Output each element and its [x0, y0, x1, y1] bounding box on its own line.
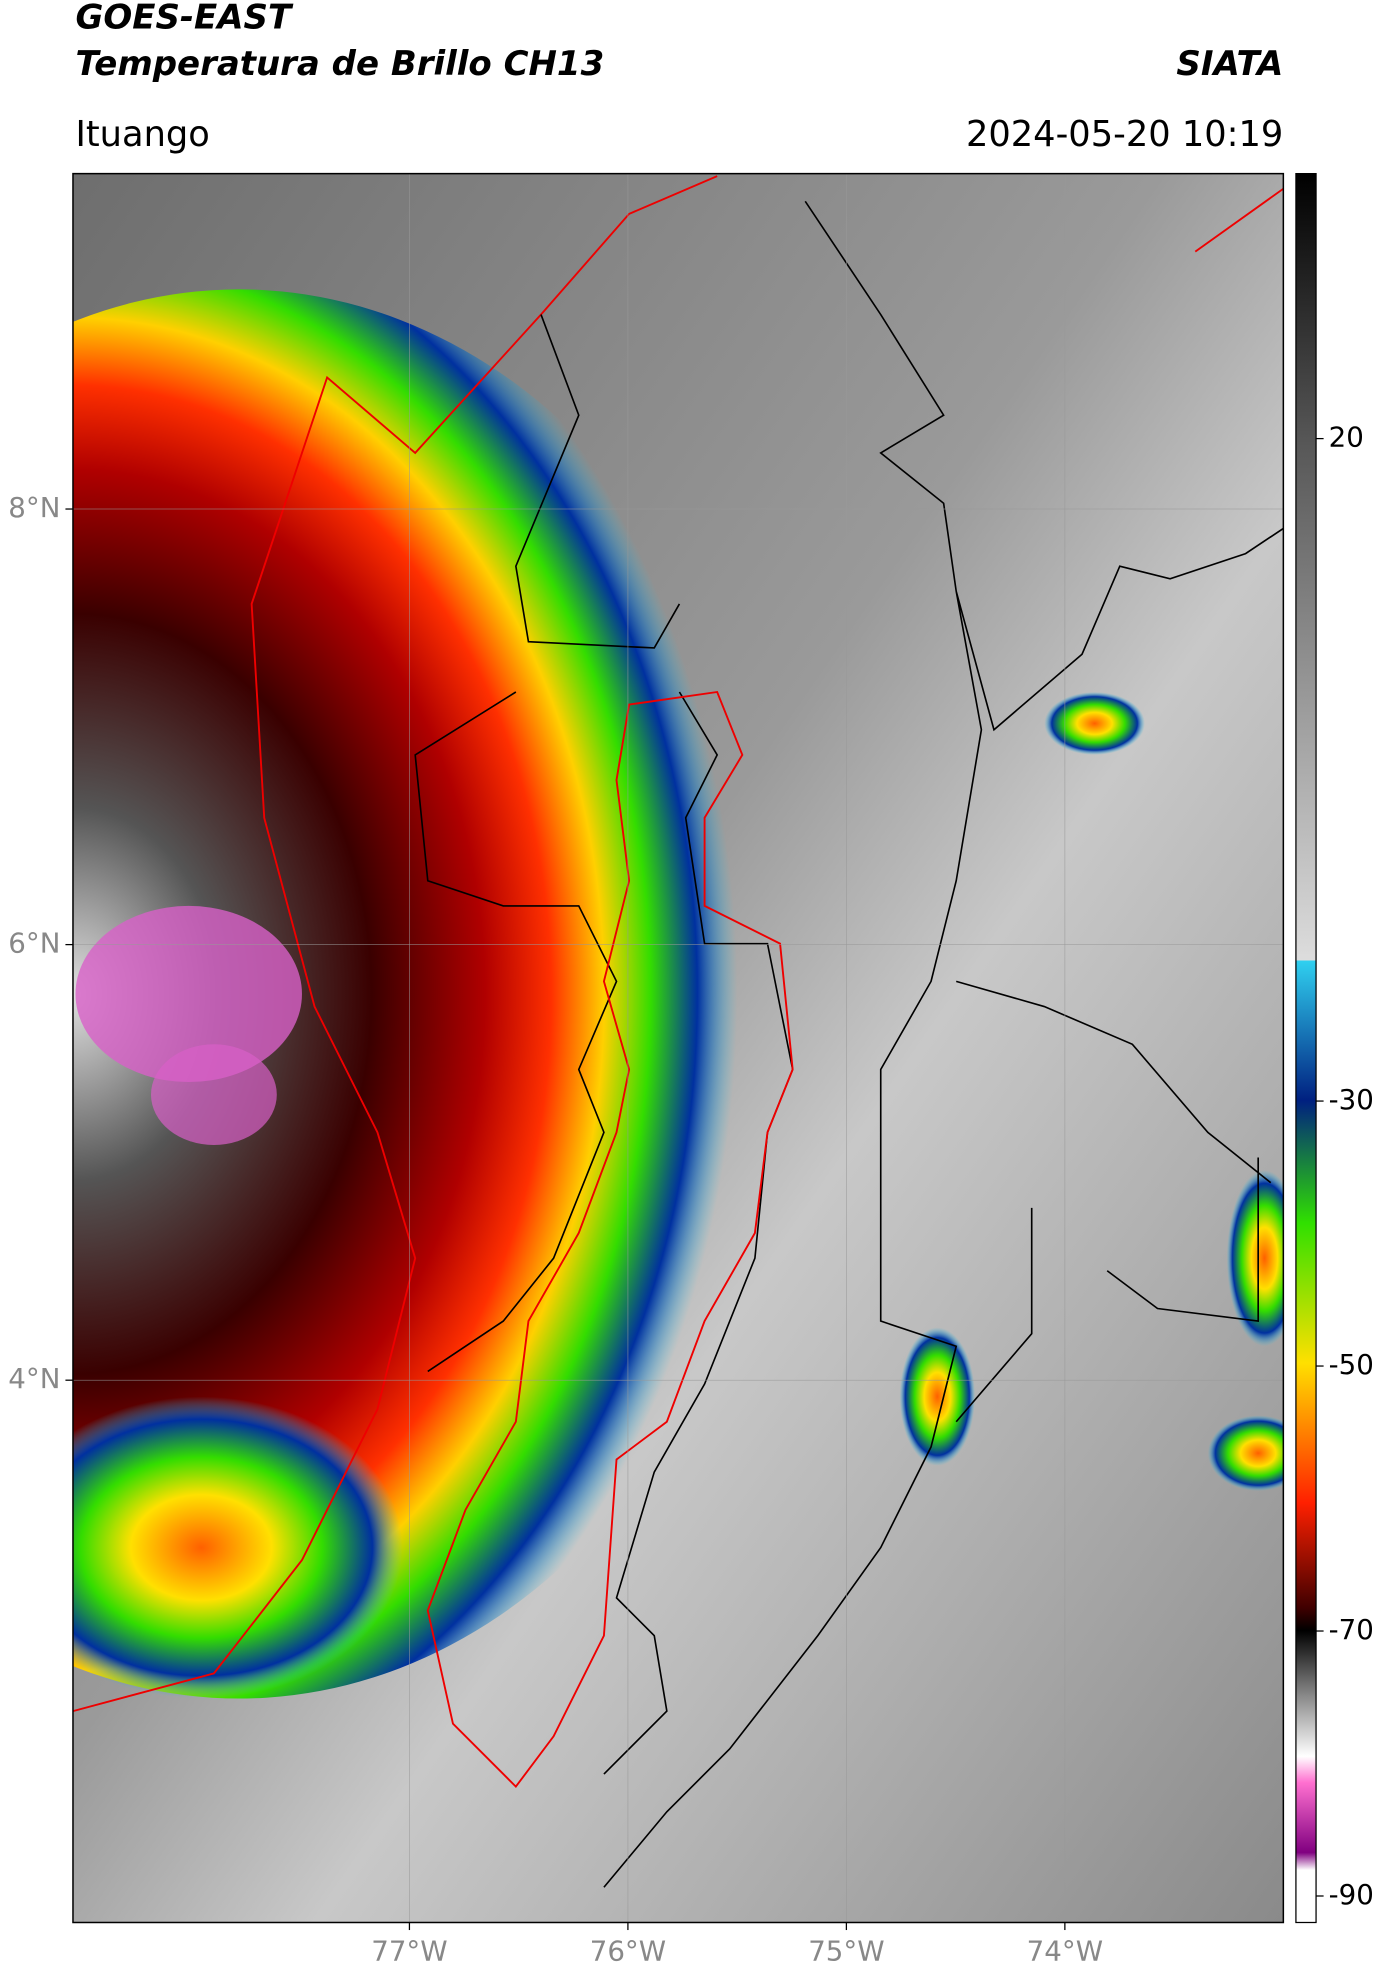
graticule	[72, 173, 1284, 1923]
source: SIATA	[1176, 44, 1283, 84]
storm-cell	[1044, 691, 1145, 755]
map-image	[72, 173, 1284, 1923]
datetime: 2024-05-20 10:19	[966, 114, 1283, 155]
y-tick-label: 4°N	[8, 1362, 60, 1395]
admin-borders	[414, 200, 1284, 1888]
subtitle: Temperatura de Brillo CH13	[75, 44, 604, 84]
cold-core	[150, 1044, 277, 1145]
y-tick-label: 6°N	[8, 927, 60, 960]
title: GOES-EAST	[75, 0, 293, 37]
x-tick-label: 77°W	[371, 1935, 447, 1968]
colorbar	[1295, 172, 1317, 1924]
location: Ituango	[75, 114, 209, 155]
storm-cell	[899, 1327, 976, 1466]
storm-cell	[72, 1396, 403, 1699]
y-tick-label: 8°N	[8, 491, 60, 524]
storm-cell	[1226, 1170, 1284, 1347]
map-frame	[72, 172, 1285, 1924]
colorbar-tick-label: -50	[1329, 1348, 1374, 1381]
x-tick-label: 74°W	[1027, 1935, 1103, 1968]
x-tick-label: 76°W	[590, 1935, 666, 1968]
region-outline	[426, 690, 794, 1789]
coastline	[72, 175, 1284, 1713]
colorbar-tick-label: 20	[1329, 421, 1364, 454]
colorbar-tick-label: -30	[1329, 1083, 1374, 1116]
colorbar-tick-label: -90	[1329, 1878, 1374, 1911]
convective-system	[72, 289, 793, 1699]
cold-core	[75, 905, 302, 1083]
x-tick-label: 75°W	[808, 1935, 884, 1968]
colorbar-tick-label: -70	[1329, 1613, 1374, 1646]
storm-cell	[1207, 1415, 1284, 1491]
